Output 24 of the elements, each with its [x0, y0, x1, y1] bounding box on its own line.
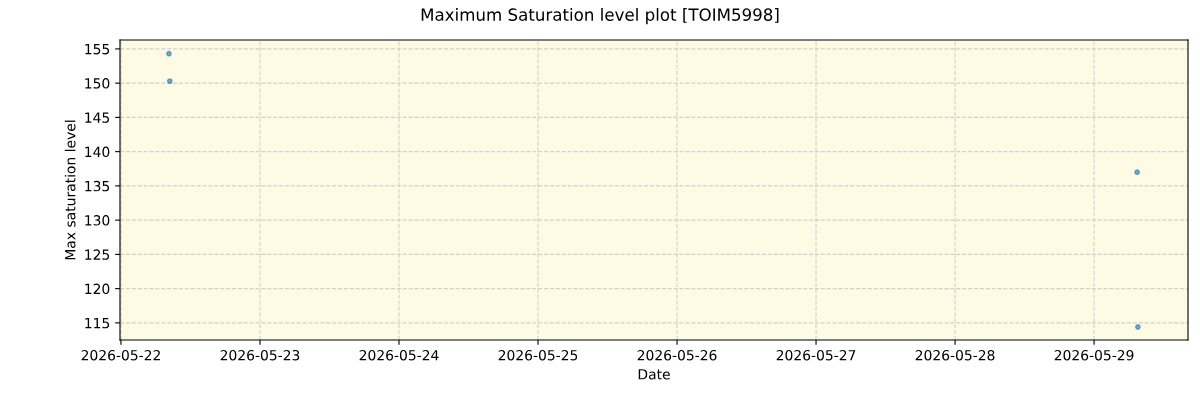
y-tick-label: 140 [85, 146, 110, 158]
x-tick-label: 2026-05-22 [81, 349, 160, 361]
y-tick-label: 125 [85, 249, 110, 260]
y-tick-label: 155 [85, 44, 110, 55]
point [1135, 324, 1141, 330]
x-tick-label: 2026-05-23 [220, 349, 300, 361]
chart-title: Maximum Saturation level plot [TOIM5998] [421, 8, 779, 25]
x-tick-label: 2026-05-27 [776, 349, 856, 361]
y-tick-label: 135 [85, 180, 110, 192]
x-axis-title: Date [638, 369, 670, 380]
y-tick-label: 115 [85, 318, 110, 329]
point [166, 78, 173, 84]
x-tick-label: 2026-05-28 [915, 349, 995, 361]
x-tick-label: 2026-05-25 [498, 349, 578, 361]
y-tick-label: 145 [85, 112, 110, 123]
x-tick-label: 2026-05-24 [359, 349, 439, 361]
y-tick-label: 130 [85, 215, 110, 226]
y-tick-label: 120 [85, 283, 110, 295]
x-tick-label: 2026-05-26 [637, 349, 717, 361]
x-tick-label: 2026-05-29 [1054, 349, 1134, 361]
y-tick-label: 150 [85, 78, 110, 89]
y-axis-title: Max saturation level [64, 120, 76, 260]
point [1134, 169, 1141, 176]
point [166, 50, 172, 57]
